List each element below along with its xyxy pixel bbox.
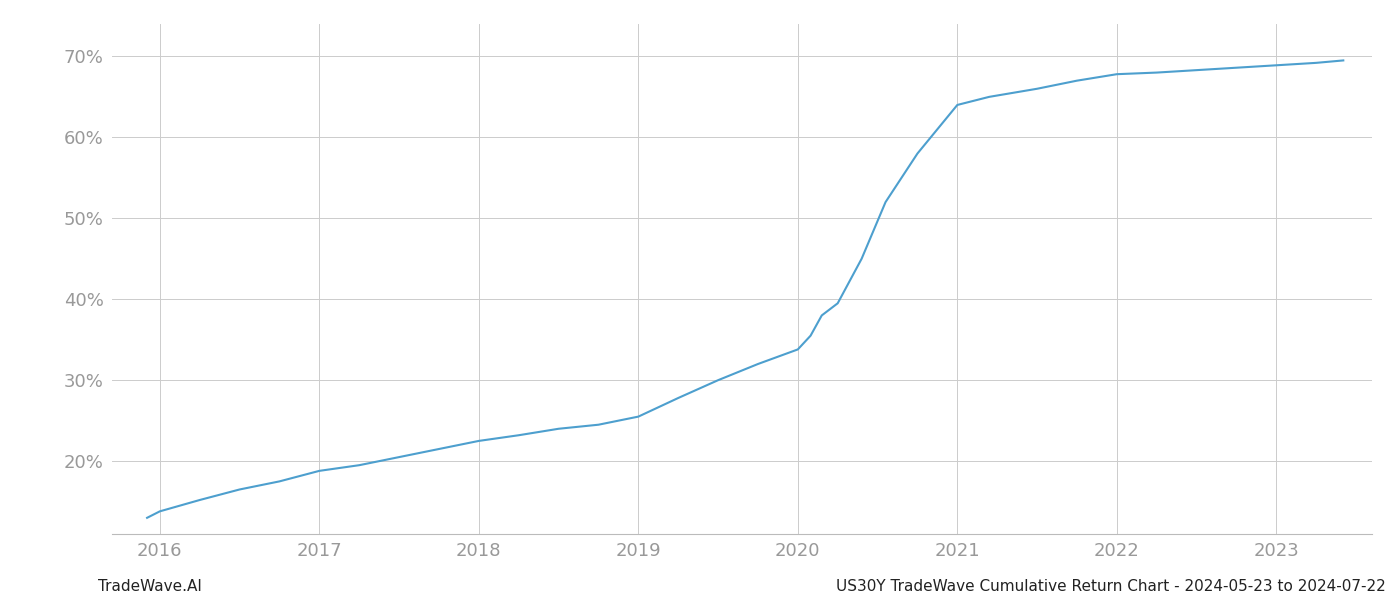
Text: TradeWave.AI: TradeWave.AI — [98, 579, 202, 594]
Text: US30Y TradeWave Cumulative Return Chart - 2024-05-23 to 2024-07-22: US30Y TradeWave Cumulative Return Chart … — [836, 579, 1386, 594]
